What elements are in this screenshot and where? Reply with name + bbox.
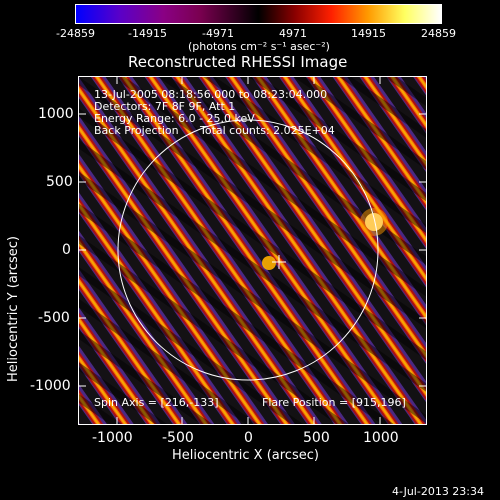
solar-limb	[117, 119, 379, 381]
plot-title: Reconstructed RHESSI Image	[128, 53, 348, 71]
x-tick-label: -1000	[92, 430, 133, 446]
image-pattern	[78, 76, 427, 425]
colorbar-tick: 4971	[279, 27, 307, 40]
colorbar-tick: 24859	[421, 27, 456, 40]
colorbar-tick: -4971	[202, 27, 234, 40]
x-axis-label: Heliocentric X (arcsec)	[172, 448, 319, 463]
colorbar-tick: -24859	[56, 27, 95, 40]
spin-axis-label: Spin Axis = [216,-133]	[94, 396, 219, 409]
x-tick-label: 500	[303, 430, 330, 446]
method-label: Back Projection	[94, 124, 179, 137]
y-tick-label: -1000	[30, 378, 71, 394]
y-tick-label: -500	[38, 310, 70, 326]
colorbar-tick: -14915	[128, 27, 167, 40]
detectors-label: Detectors: 7F 8F 9F, Att 1	[94, 100, 236, 113]
y-tick-label: 0	[62, 242, 71, 258]
flare-position-label: Flare Position = [915,196]	[262, 396, 406, 409]
colorbar	[75, 4, 442, 24]
energy-range-label: Energy Range: 6.0 - 25.0 keV	[94, 112, 255, 125]
colorbar-tick: 14915	[351, 27, 386, 40]
y-tick-label: 500	[46, 174, 73, 190]
time-range-label: 13-Jul-2005 08:18:56.000 to 08:23:04.000	[94, 88, 328, 101]
rhessi-image: 13-Jul-2005 08:18:56.000 to 08:23:04.000…	[78, 76, 427, 425]
colorbar-units: (photons cm⁻² s⁻¹ asec⁻²)	[188, 40, 330, 53]
footer-date: 4-Jul-2013 23:34	[392, 485, 485, 498]
x-tick-label: -500	[162, 430, 194, 446]
y-tick-label: 1000	[38, 106, 74, 122]
y-axis-label: Heliocentric Y (arcsec)	[6, 236, 21, 382]
total-counts-label: Total counts: 2.025E+04	[200, 124, 335, 137]
x-tick-label: 1000	[363, 430, 399, 446]
x-tick-label: 0	[244, 430, 253, 446]
